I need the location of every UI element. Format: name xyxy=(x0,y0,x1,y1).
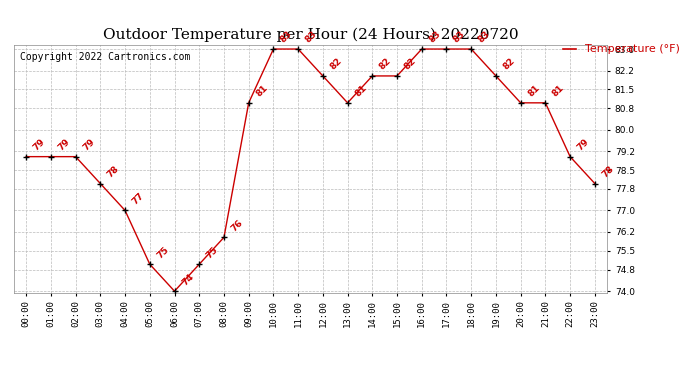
Text: 76: 76 xyxy=(230,218,245,233)
Text: 83: 83 xyxy=(304,30,319,45)
Text: 81: 81 xyxy=(551,84,566,99)
Text: 75: 75 xyxy=(205,245,220,260)
Text: 79: 79 xyxy=(81,137,97,153)
Text: 81: 81 xyxy=(526,84,542,99)
Text: 83: 83 xyxy=(477,30,492,45)
Text: 83: 83 xyxy=(427,30,442,45)
Text: 81: 81 xyxy=(353,84,368,99)
Text: 78: 78 xyxy=(600,164,615,179)
Legend: Temperature (°F): Temperature (°F) xyxy=(558,40,684,59)
Text: 79: 79 xyxy=(575,137,591,153)
Text: 79: 79 xyxy=(57,137,72,153)
Text: 78: 78 xyxy=(106,164,121,179)
Text: 74: 74 xyxy=(180,272,195,287)
Text: 82: 82 xyxy=(502,57,517,72)
Text: 82: 82 xyxy=(378,57,393,72)
Text: 79: 79 xyxy=(32,137,47,153)
Text: 75: 75 xyxy=(155,245,170,260)
Text: 83: 83 xyxy=(452,30,467,45)
Text: Copyright 2022 Cartronics.com: Copyright 2022 Cartronics.com xyxy=(20,53,190,62)
Text: 82: 82 xyxy=(328,57,344,72)
Text: 81: 81 xyxy=(254,84,270,99)
Text: 82: 82 xyxy=(402,57,418,72)
Text: 83: 83 xyxy=(279,30,294,45)
Title: Outdoor Temperature per Hour (24 Hours) 20220720: Outdoor Temperature per Hour (24 Hours) … xyxy=(103,28,518,42)
Text: 77: 77 xyxy=(130,191,146,206)
